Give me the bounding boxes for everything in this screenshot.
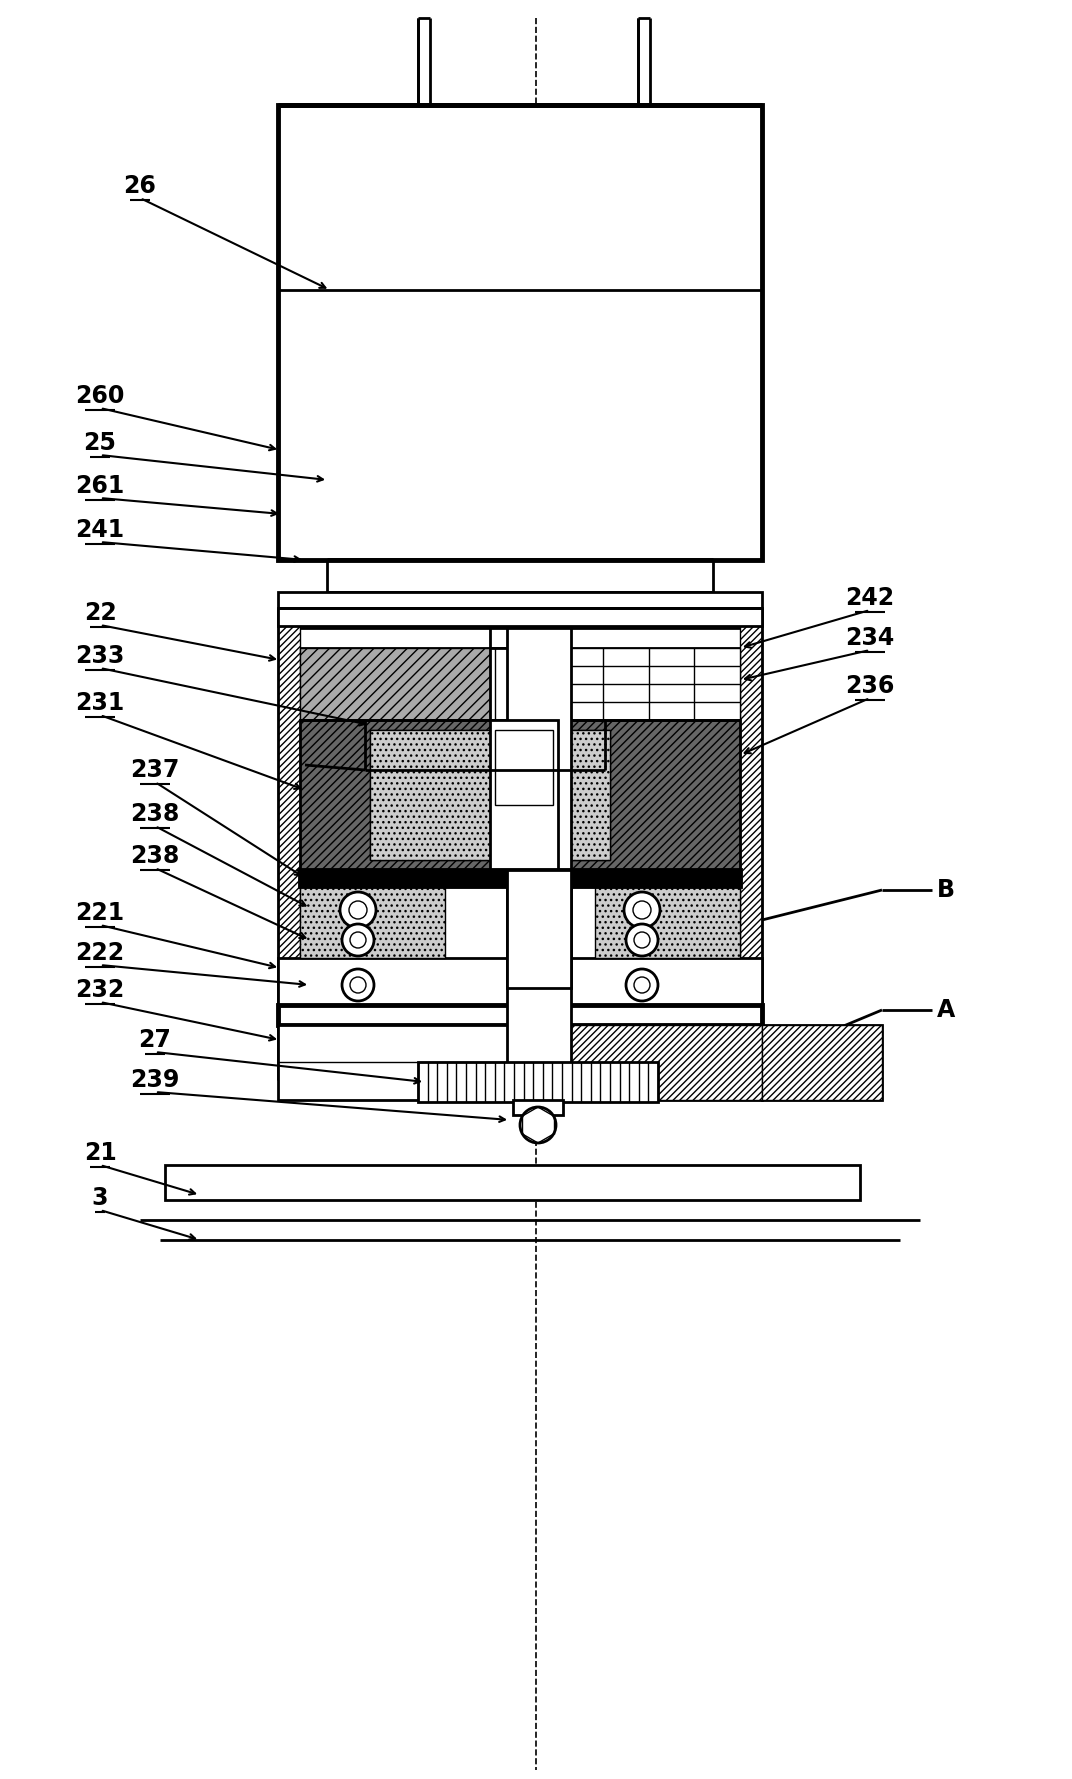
Text: 236: 236 (846, 674, 895, 697)
Bar (278, 608, 762, 626)
Bar (370, 729, 492, 859)
Bar (278, 959, 762, 1005)
Bar (762, 1025, 882, 1099)
Bar (278, 608, 300, 1080)
Text: 22: 22 (84, 601, 117, 624)
Bar (490, 720, 559, 870)
Circle shape (626, 970, 658, 1002)
Bar (566, 1025, 762, 1099)
Circle shape (349, 977, 366, 993)
Text: 25: 25 (84, 431, 117, 455)
Bar (278, 1025, 762, 1099)
Text: 27: 27 (138, 1028, 172, 1051)
Text: 237: 237 (131, 758, 180, 783)
Circle shape (349, 900, 367, 920)
Text: 221: 221 (75, 900, 124, 925)
Bar (278, 1005, 762, 1025)
Bar (507, 870, 571, 987)
Text: 222: 222 (75, 941, 124, 964)
Bar (300, 870, 740, 886)
Bar (278, 592, 762, 608)
Circle shape (342, 923, 374, 955)
Text: 26: 26 (123, 174, 157, 197)
Text: 232: 232 (75, 978, 124, 1002)
Bar (418, 1062, 658, 1101)
Bar (165, 1165, 860, 1201)
Bar (300, 720, 740, 870)
Bar (740, 608, 762, 1080)
Text: 241: 241 (75, 518, 124, 543)
Text: 234: 234 (846, 626, 895, 649)
Circle shape (520, 1107, 556, 1142)
Circle shape (634, 932, 650, 948)
Bar (300, 648, 490, 720)
Bar (595, 886, 740, 959)
Text: 3: 3 (92, 1187, 108, 1210)
Bar (370, 729, 610, 859)
Text: 242: 242 (846, 585, 894, 610)
Bar (278, 105, 762, 560)
Circle shape (632, 900, 651, 920)
Text: 233: 233 (75, 644, 124, 667)
Circle shape (624, 891, 660, 929)
Text: 231: 231 (75, 690, 124, 715)
Text: 238: 238 (131, 843, 180, 868)
Text: 260: 260 (75, 384, 124, 407)
Text: 238: 238 (131, 802, 180, 825)
Bar (490, 628, 550, 648)
Bar (762, 1025, 882, 1099)
Bar (495, 729, 553, 806)
Bar (556, 729, 610, 859)
Text: A: A (937, 998, 955, 1021)
Bar (327, 560, 713, 592)
Text: 239: 239 (131, 1067, 180, 1092)
Text: B: B (937, 879, 955, 902)
Bar (513, 1099, 563, 1115)
Bar (490, 648, 559, 720)
Text: 261: 261 (75, 473, 124, 498)
Circle shape (634, 977, 650, 993)
Bar (559, 648, 740, 720)
Bar (507, 628, 571, 1099)
Text: 21: 21 (84, 1140, 117, 1165)
Circle shape (349, 932, 366, 948)
Circle shape (342, 970, 374, 1002)
Circle shape (340, 891, 376, 929)
Bar (300, 886, 445, 959)
Circle shape (626, 923, 658, 955)
